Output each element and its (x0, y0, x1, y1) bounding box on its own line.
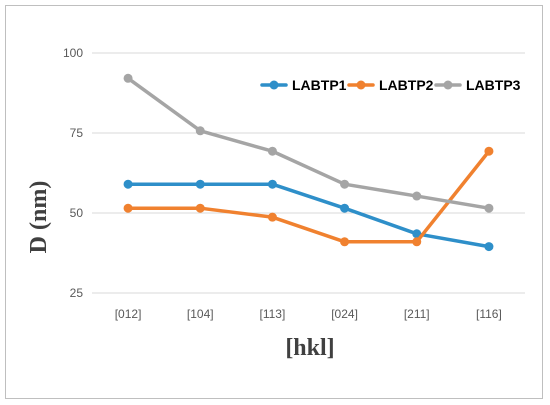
data-point (484, 242, 494, 252)
legend-marker (356, 80, 366, 90)
x-tick-label: [024] (331, 307, 358, 321)
legend-label: LABTP3 (466, 77, 521, 93)
x-axis-title: [hkl] (285, 335, 334, 361)
legend: LABTP1 LABTP2 LABTP3 (260, 77, 521, 93)
data-point (340, 179, 350, 189)
legend-marker (269, 80, 279, 90)
data-point (267, 179, 277, 189)
legend-label: LABTP2 (379, 77, 434, 93)
data-point (412, 191, 422, 201)
series-lines (123, 73, 494, 252)
data-point (340, 203, 350, 213)
x-axis-tick-labels: [012] [104] [113] [024] [211] [116] (115, 307, 502, 321)
series-line (126, 149, 491, 244)
series-labtp3 (123, 73, 494, 213)
gridlines (92, 52, 525, 294)
data-point (340, 237, 350, 247)
y-tick-label: 75 (70, 126, 84, 140)
legend-marker (443, 80, 453, 90)
y-tick-label: 50 (70, 206, 84, 220)
series-line (126, 182, 491, 249)
x-tick-label: [211] (404, 307, 430, 321)
data-point (267, 146, 277, 156)
series-labtp2 (123, 146, 494, 247)
legend-label: LABTP1 (292, 77, 347, 93)
data-point (195, 179, 205, 189)
x-tick-label: [116] (476, 307, 502, 321)
y-tick-label: 100 (63, 46, 83, 60)
y-tick-label: 25 (70, 286, 84, 300)
series-line (126, 76, 491, 210)
x-tick-label: [104] (187, 307, 214, 321)
y-axis-tick-labels: 25 50 75 100 (63, 46, 83, 300)
x-tick-label: [113] (260, 307, 286, 321)
legend-item-labtp1: LABTP1 (260, 77, 347, 93)
data-point (412, 237, 422, 247)
data-point (195, 126, 205, 136)
data-point (123, 73, 133, 83)
data-point (267, 212, 277, 222)
data-point (123, 203, 133, 213)
data-point (484, 146, 494, 156)
data-point (484, 203, 494, 213)
y-axis-title: D (nm) (26, 181, 52, 254)
data-point (412, 229, 422, 239)
data-point (195, 203, 205, 213)
legend-item-labtp3: LABTP3 (434, 77, 521, 93)
series-labtp1 (123, 179, 494, 252)
legend-item-labtp2: LABTP2 (347, 77, 434, 93)
x-tick-label: [012] (115, 307, 142, 321)
data-point (123, 179, 133, 189)
